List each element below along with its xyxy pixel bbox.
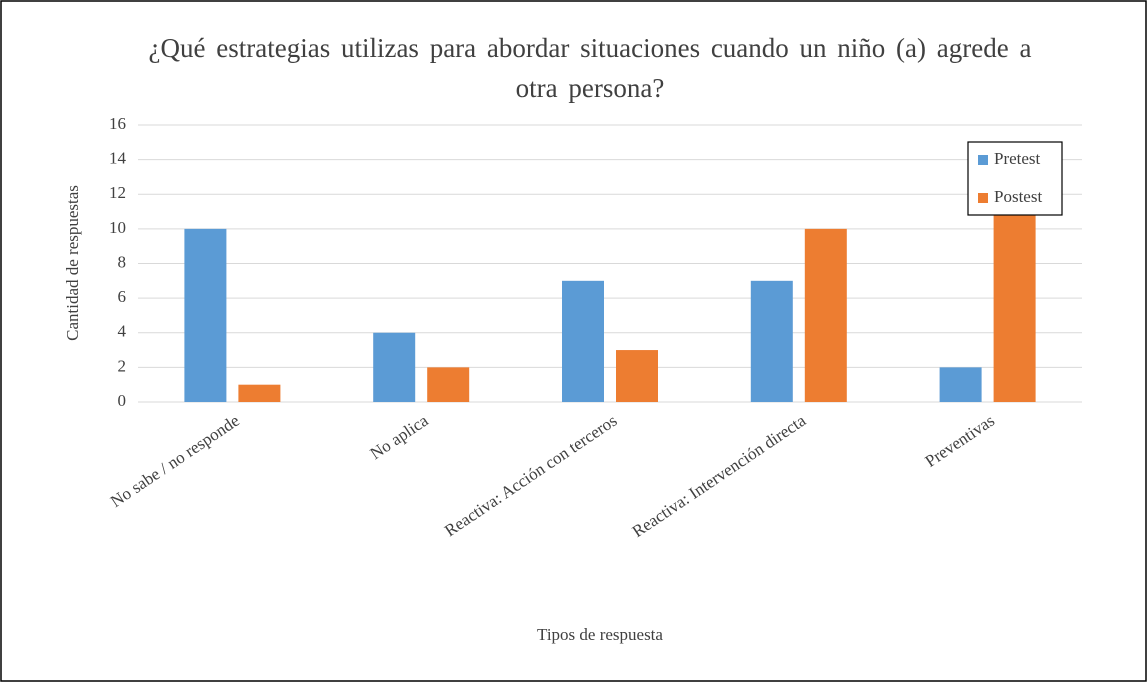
legend-swatch [978, 155, 988, 165]
bar [238, 384, 281, 402]
chart-title: ¿Qué estrategias utilizas para abordar s… [148, 33, 1032, 103]
y-axis-title: Cantidad de respuestas [63, 185, 82, 341]
y-tick-label: 12 [109, 183, 126, 202]
y-tick-label: 14 [109, 149, 127, 168]
y-tick-label: 6 [118, 287, 127, 306]
y-tick-label: 10 [109, 218, 126, 237]
bar [750, 280, 793, 402]
bar [616, 350, 658, 402]
bar [184, 228, 227, 402]
bar [939, 367, 982, 402]
y-tick-label: 8 [118, 252, 127, 271]
legend-label: Pretest [994, 149, 1041, 168]
y-tick-label: 0 [118, 391, 127, 410]
y-tick-label: 16 [109, 114, 126, 133]
bar [427, 367, 470, 402]
y-tick-label: 2 [118, 356, 127, 375]
legend-swatch [978, 193, 988, 203]
bar [373, 332, 416, 402]
bar [804, 228, 847, 402]
bar [993, 194, 1036, 402]
y-tick-label: 4 [118, 322, 127, 341]
bar [562, 280, 604, 402]
x-axis-title: Tipos de respuesta [537, 625, 663, 644]
legend-label: Postest [994, 187, 1042, 206]
